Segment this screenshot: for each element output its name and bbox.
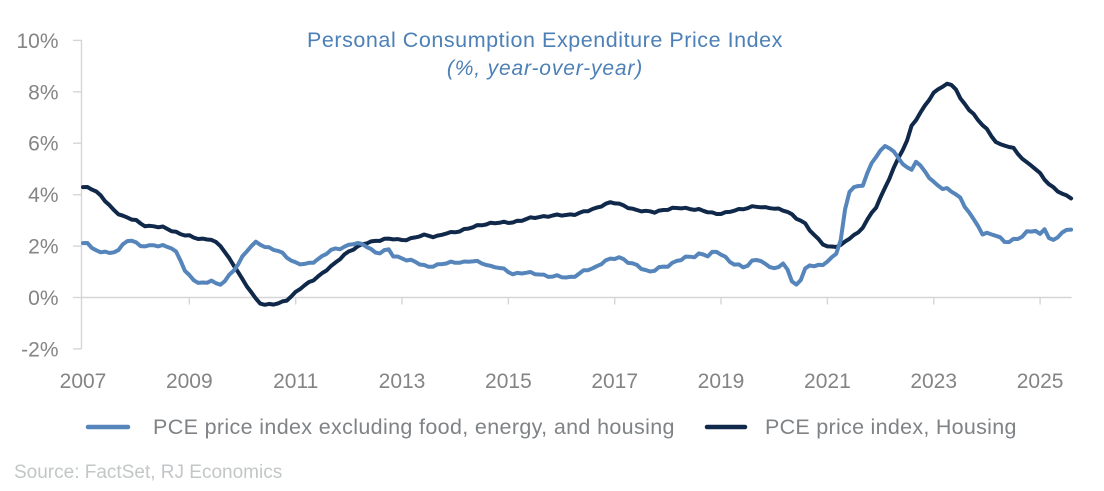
svg-text:2009: 2009 xyxy=(166,370,213,393)
svg-text:8%: 8% xyxy=(28,81,58,104)
svg-text:6%: 6% xyxy=(28,133,58,156)
svg-text:4%: 4% xyxy=(28,184,58,207)
svg-text:PCE price index, Housing: PCE price index, Housing xyxy=(765,415,1017,439)
svg-text:2007: 2007 xyxy=(60,370,107,393)
svg-text:2025: 2025 xyxy=(1017,370,1064,393)
svg-text:10%: 10% xyxy=(16,30,58,53)
svg-text:(%, year-over-year): (%, year-over-year) xyxy=(447,57,643,80)
svg-text:PCE price index excluding food: PCE price index excluding food, energy, … xyxy=(153,415,675,439)
svg-text:-2%: -2% xyxy=(21,338,58,361)
svg-text:2%: 2% xyxy=(28,236,58,259)
svg-text:0%: 0% xyxy=(28,287,58,310)
svg-text:Source: FactSet, RJ Economics: Source: FactSet, RJ Economics xyxy=(14,462,282,483)
svg-text:2011: 2011 xyxy=(273,370,318,393)
svg-text:2019: 2019 xyxy=(698,370,745,393)
svg-text:2021: 2021 xyxy=(804,370,851,393)
svg-text:2017: 2017 xyxy=(591,370,638,393)
svg-text:Personal Consumption Expenditu: Personal Consumption Expenditure Price I… xyxy=(307,28,783,52)
svg-text:2015: 2015 xyxy=(485,370,532,393)
svg-text:2013: 2013 xyxy=(379,370,426,393)
svg-text:2023: 2023 xyxy=(910,370,957,393)
